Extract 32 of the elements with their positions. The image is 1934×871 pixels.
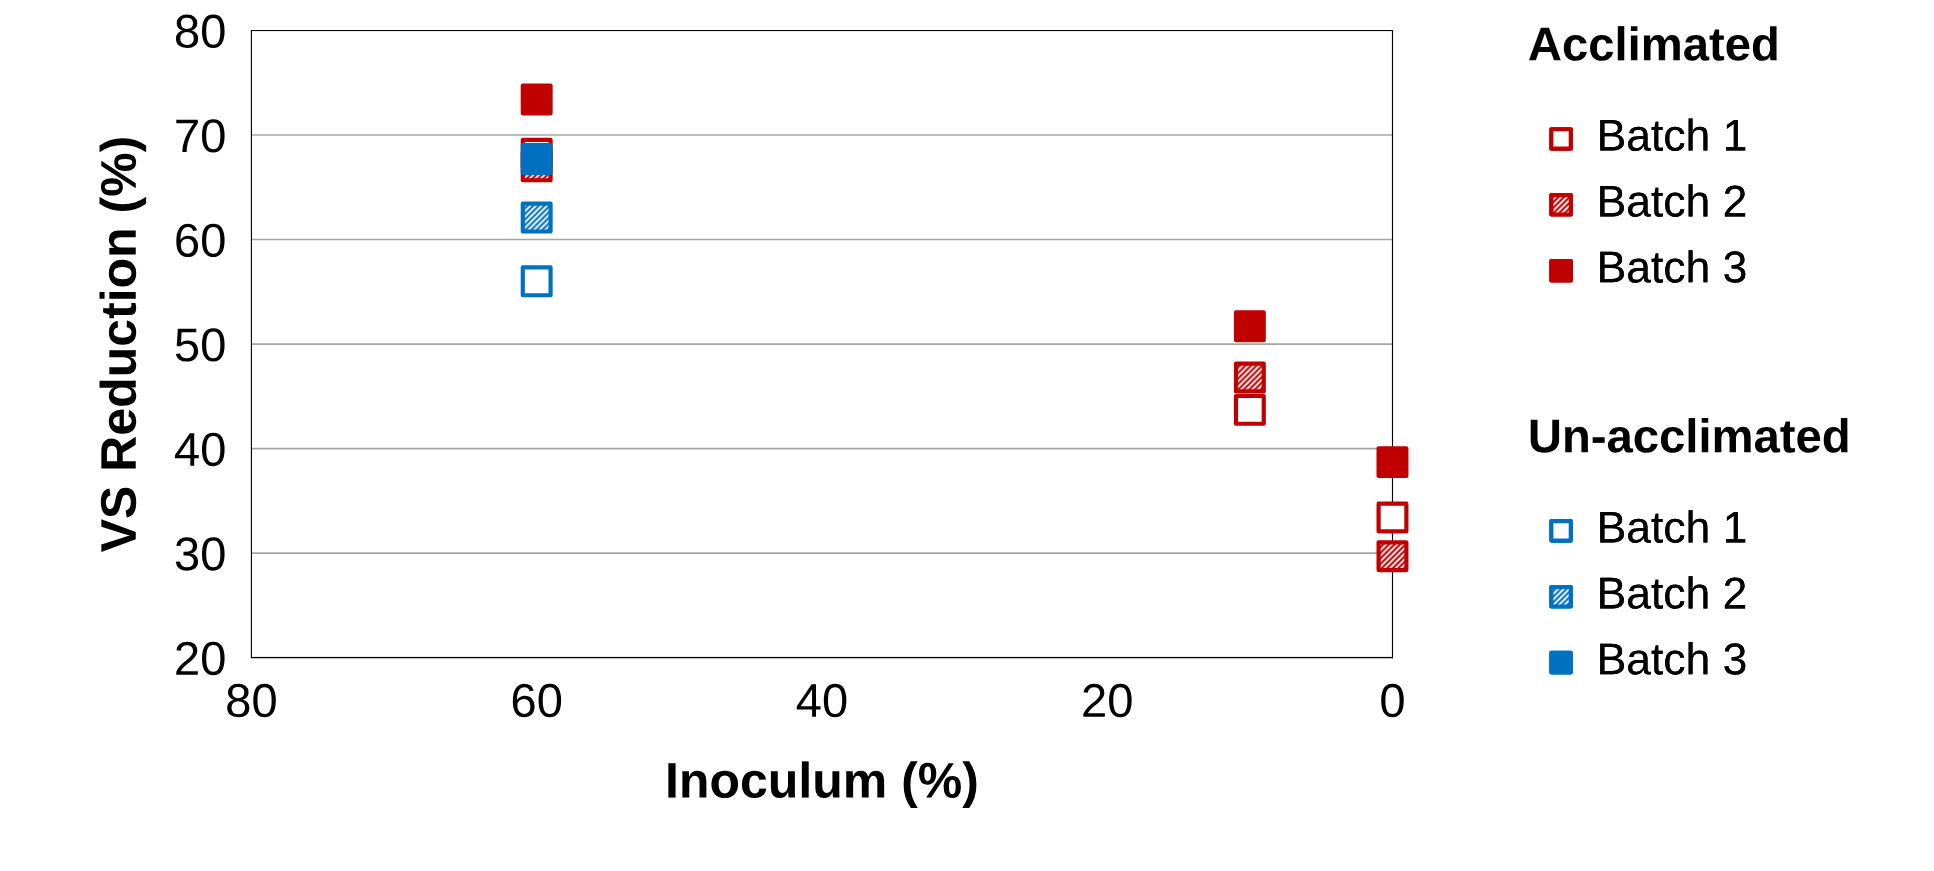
point bbox=[520, 265, 553, 298]
point bbox=[520, 143, 553, 176]
x-tick-label: 20 bbox=[1083, 683, 1132, 718]
legend-label: Batch 2 bbox=[1600, 184, 1746, 217]
y-tick-label: 60 bbox=[176, 223, 225, 258]
legend-label: Batch 1 bbox=[1600, 118, 1746, 152]
text: Acclimated bbox=[1529, 26, 1777, 61]
legend-label: Batch 1 bbox=[1600, 510, 1746, 543]
point bbox=[1233, 361, 1266, 394]
y-axis-title: VS Reduction (%) bbox=[99, 138, 147, 553]
x-tick-label: 60 bbox=[512, 683, 562, 718]
point bbox=[1376, 540, 1409, 573]
y-tick-label: 50 bbox=[175, 328, 225, 362]
legend-label: Batch 3 bbox=[1600, 250, 1746, 283]
x-tick-label: 40 bbox=[796, 683, 847, 718]
point bbox=[520, 201, 553, 234]
legend-label: Batch 2 bbox=[1600, 576, 1746, 609]
point bbox=[1376, 446, 1409, 479]
y-tick-label: 80 bbox=[175, 14, 225, 49]
legend-label: Batch 3 bbox=[1600, 642, 1746, 675]
y-tick-label: 20 bbox=[176, 641, 225, 676]
y-tick-label: 70 bbox=[176, 119, 225, 153]
point bbox=[1233, 393, 1266, 426]
point bbox=[520, 83, 553, 116]
y-tick-label: 30 bbox=[175, 537, 225, 571]
x-axis-title: Inoculum (%) bbox=[668, 761, 977, 808]
x-tick-label: 0 bbox=[1381, 683, 1404, 718]
x-tick-label: 80 bbox=[227, 683, 276, 718]
point bbox=[1376, 501, 1409, 534]
y-tick-label: 40 bbox=[174, 432, 225, 467]
point bbox=[1233, 310, 1266, 343]
text: Un-acclimated bbox=[1530, 418, 1848, 453]
